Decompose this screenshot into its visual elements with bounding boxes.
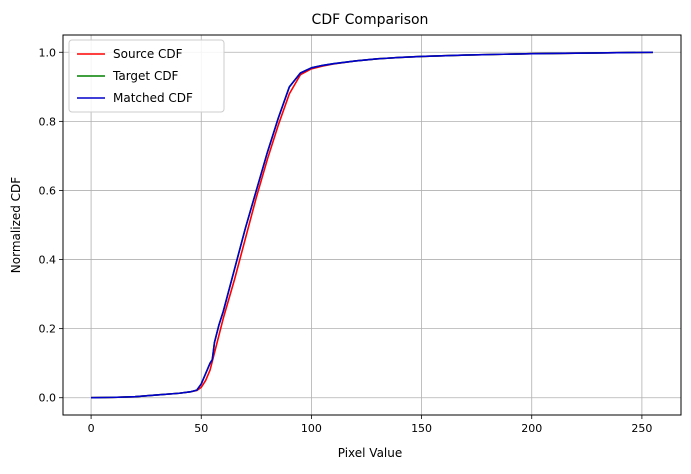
y-axis-label: Normalized CDF [9, 177, 23, 273]
y-tick-label: 0.8 [39, 115, 57, 128]
y-tick-label: 1.0 [39, 46, 57, 59]
y-tick-label: 0.2 [39, 323, 57, 336]
legend-label: Matched CDF [113, 91, 193, 105]
chart-title: CDF Comparison [312, 12, 429, 28]
plot-frame [62, 34, 682, 416]
x-tick-label: 100 [301, 422, 322, 435]
axis-ticks: 0 50 100 150 200 250 0.0 0.2 0.4 0.6 0.8 1.0 [39, 46, 653, 435]
legend: Source CDF Target CDF Matched CDF [68, 39, 225, 113]
y-tick-label: 0.0 [39, 392, 57, 405]
x-tick-label: 250 [631, 422, 652, 435]
grid-lines [63, 35, 681, 415]
x-axis-label: Pixel Value [338, 446, 403, 460]
legend-label: Source CDF [113, 47, 183, 61]
y-tick-label: 0.6 [39, 184, 57, 197]
x-tick-label: 200 [521, 422, 542, 435]
y-tick-label: 0.4 [39, 254, 57, 267]
x-tick-label: 50 [194, 422, 208, 435]
legend-box [68, 39, 225, 113]
series-lines [91, 51, 653, 399]
legend-label: Target CDF [112, 69, 179, 83]
x-tick-label: 0 [88, 422, 95, 435]
series-line-matched-cdf [91, 51, 653, 399]
x-tick-label: 150 [411, 422, 432, 435]
